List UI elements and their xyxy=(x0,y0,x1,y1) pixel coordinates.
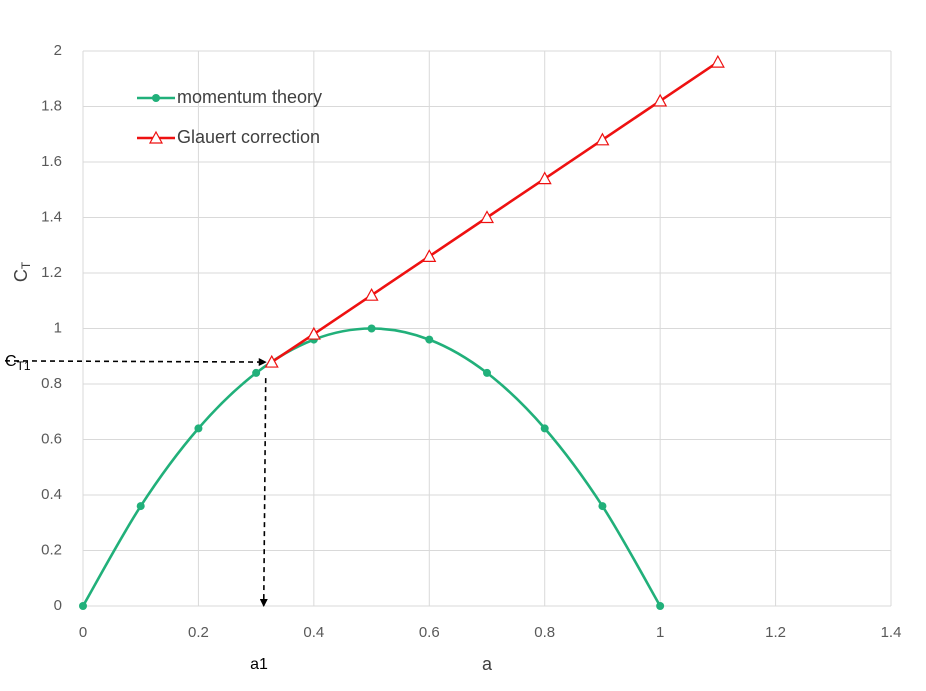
x-tick-label: 1.2 xyxy=(765,624,786,641)
annotation-arrow xyxy=(4,358,267,367)
x-tick-label: 0 xyxy=(79,624,87,641)
y-tick-label: 1.2 xyxy=(41,264,62,281)
marker xyxy=(483,368,491,377)
legend-label: momentum theory xyxy=(177,87,322,107)
y-axis-label: CT xyxy=(11,261,33,282)
y-tick-label: 0.2 xyxy=(41,541,62,558)
marker xyxy=(710,54,725,68)
marker xyxy=(656,602,665,610)
marker xyxy=(264,354,279,368)
marker xyxy=(252,368,261,377)
marker xyxy=(479,210,495,224)
y-tick-label: 1.8 xyxy=(41,97,62,114)
y-tick-label: 0.6 xyxy=(41,430,62,447)
y-tick-label: 1.4 xyxy=(41,208,62,225)
x-tick-label: 1 xyxy=(656,624,664,641)
plot xyxy=(79,54,725,610)
marker xyxy=(598,502,607,511)
marker xyxy=(537,171,552,185)
series-line xyxy=(81,327,662,607)
y-tick-label: 1 xyxy=(54,319,62,336)
marker xyxy=(422,249,437,262)
y-tick-label: 1.6 xyxy=(41,153,62,170)
annotation-sub: T1 xyxy=(17,359,31,373)
x-tick-label: 0.2 xyxy=(188,624,209,641)
y-label-sub: T xyxy=(19,261,33,269)
marker xyxy=(194,424,203,433)
y-tick-label: 2 xyxy=(54,42,62,59)
marker xyxy=(595,132,610,146)
marker xyxy=(540,424,549,433)
annotation-main: C xyxy=(5,353,17,370)
x-axis-label: a xyxy=(482,654,493,674)
legend-label: Glauert correction xyxy=(177,127,320,147)
x-tick-label: 0.4 xyxy=(303,624,324,641)
annotation-ct1: CT1 xyxy=(5,353,31,373)
x-tick-label: 0.8 xyxy=(534,624,555,641)
annotation-a1: a1 xyxy=(250,656,268,673)
y-tick-label: 0 xyxy=(54,597,62,614)
y-tick-label: 0.4 xyxy=(41,486,62,503)
marker xyxy=(425,335,434,344)
marker xyxy=(79,602,87,610)
marker xyxy=(367,324,376,333)
series-line xyxy=(271,61,719,364)
marker xyxy=(306,326,321,340)
legend-marker xyxy=(152,94,160,102)
annotation-arrow xyxy=(259,378,268,607)
marker xyxy=(653,93,668,107)
marker xyxy=(364,287,379,301)
x-tick-label: 1.4 xyxy=(881,624,902,641)
marker xyxy=(136,502,145,511)
x-tick-label: 0.6 xyxy=(419,624,440,641)
y-label-main: C xyxy=(11,269,31,282)
y-tick-label: 0.8 xyxy=(41,375,62,392)
legend-marker xyxy=(148,130,164,144)
